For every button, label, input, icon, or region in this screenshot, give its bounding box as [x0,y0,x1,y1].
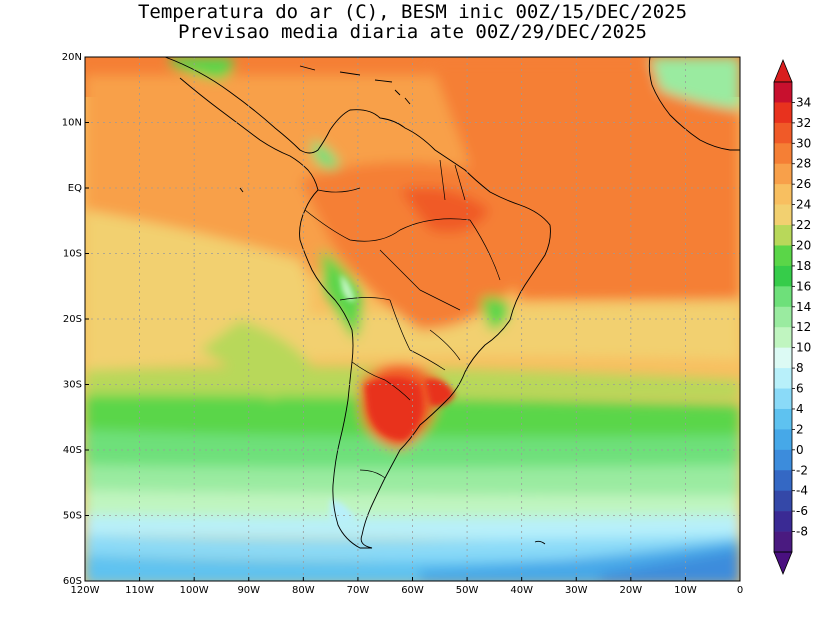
colorbar-label: 2 [796,422,804,436]
colorbar-segment [774,286,792,308]
colorbar-label: 18 [796,259,811,273]
colorbar-segment [774,225,792,246]
lon-label: 40W [510,585,533,596]
lat-label: 50S [63,511,82,522]
colorbar-segment [774,429,792,451]
lat-label: 20S [63,314,82,325]
colorbar-segment [774,490,792,512]
colorbar-segment [774,347,792,369]
colorbar-top-arrow [773,58,793,83]
gridlines [85,57,740,581]
colorbar-label: 4 [796,402,804,416]
lon-label: 110W [125,585,154,596]
colorbar-label: 8 [796,361,804,375]
colorbar-segment [774,265,792,287]
colorbar-label: -6 [796,504,808,518]
lon-label: 70W [347,585,370,596]
south-america-coast [164,57,551,549]
lat-label: 20N [62,52,82,63]
longitude-axis: 120W 110W 100W 90W 80W 70W 60W 50W 40W 30W 20W 10W 0 [71,577,743,596]
colorbar-segment [774,102,792,124]
colorbar-segment [774,470,792,491]
lon-label: 20W [620,585,643,596]
colorbar-segment [774,143,792,165]
lon-label: 50W [456,585,479,596]
colorbar-label: -2 [796,463,808,477]
colorbar-label: 12 [796,320,811,334]
colorbar-segment [774,449,792,471]
colorbar-label: 14 [796,300,811,314]
colorbar-segment [774,388,792,410]
lon-label: 90W [237,585,260,596]
colorbar-label: 32 [796,116,811,130]
colorbar-label: 0 [796,443,804,457]
colorbar-label: 26 [796,177,811,191]
colorbar-segment [774,327,792,348]
lon-label: 60W [401,585,424,596]
lon-label: 10W [674,585,697,596]
lon-label: 100W [180,585,209,596]
colorbar-label: 10 [796,341,811,355]
colorbar-segment [774,368,792,389]
africa-coast [648,57,740,151]
colorbar-label: 34 [796,95,811,109]
lon-label: 0 [737,585,743,596]
lat-label: EQ [68,183,82,194]
lon-label: 80W [292,585,315,596]
title-line-2: Previsao media diaria ate 00Z/29/DEC/202… [178,21,647,43]
lat-label: 40S [63,445,82,456]
colorbar-label: 24 [796,198,811,212]
colorbar-segment [774,245,792,267]
colorbar-label: 30 [796,136,811,150]
lon-label: 30W [565,585,588,596]
colorbar-segment [774,82,792,103]
colorbar-bottom-arrow [773,551,793,576]
map-title: Temperatura do ar (C), BESM inic 00Z/15/… [0,2,825,42]
lat-label: 30S [63,380,82,391]
lon-label: 120W [71,585,100,596]
colorbar-segment [774,408,792,430]
colorbar-label: 22 [796,218,811,232]
colorbar-segment [774,511,792,532]
colorbar-segment [774,204,792,226]
colorbar-segment [774,122,792,144]
latitude-axis: 20N 10N EQ 10S 20S 30S 40S 50S 60S [62,52,89,587]
title-line-1: Temperatura do ar (C), BESM inic 00Z/15/… [137,1,688,23]
colorbar-segment [774,531,792,553]
colorbar-label: 16 [796,279,811,293]
colorbar-label: -8 [796,525,808,539]
colorbar-frame [773,81,793,553]
galapagos [239,187,244,193]
caribbean-islands [299,65,411,105]
country-borders [304,159,501,479]
colorbar-label: 6 [796,382,804,396]
colorbar-segment [774,163,792,185]
colorbar-label: -4 [796,484,808,498]
lat-label: 10N [62,118,82,129]
lat-label: 60S [63,576,82,587]
colorbar-segment [774,184,792,205]
colorbar-label: 28 [796,157,811,171]
coastlines [164,57,740,549]
falklands [534,540,546,545]
colorbar-segment [774,306,792,328]
colorbar-label: 20 [796,238,811,252]
lat-label: 10S [63,249,82,260]
